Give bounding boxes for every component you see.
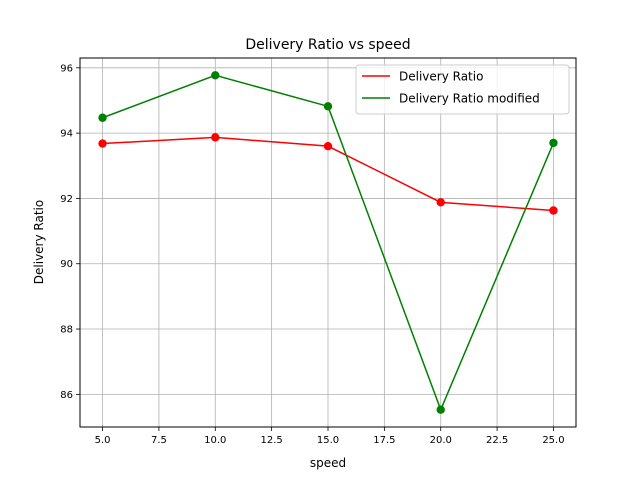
x-tick-label: 25.0 <box>542 435 564 446</box>
series-1-point <box>549 206 558 215</box>
y-axis-label: Delivery Ratio <box>32 200 46 284</box>
ticks: 5.0 7.5 10.0 12.5 15.0 17.5 20.0 22.5 25.0 86 88 90… <box>60 63 564 446</box>
x-axis-label: speed <box>310 456 346 470</box>
series-2-point <box>549 138 558 148</box>
y-tick-label: 94 <box>60 129 73 140</box>
y-tick-label: 92 <box>60 194 73 205</box>
legend-label-1: Delivery Ratio <box>399 70 483 84</box>
series-1-point <box>211 133 220 142</box>
x-tick-label: 20.0 <box>430 435 452 446</box>
y-tick-label: 96 <box>60 63 73 74</box>
x-tick-label: 7.5 <box>151 435 167 446</box>
series-layer <box>98 71 558 414</box>
y-tick-label: 88 <box>60 325 73 336</box>
y-tick-label: 90 <box>60 259 73 270</box>
x-tick-label: 17.5 <box>373 435 395 446</box>
grid <box>80 58 576 427</box>
legend: Delivery Ratio Delivery Ratio modified <box>355 64 570 115</box>
y-tick-label: 86 <box>60 390 73 401</box>
x-tick-label: 15.0 <box>317 435 339 446</box>
series-1-point <box>436 198 445 207</box>
x-tick-label: 12.5 <box>261 435 283 446</box>
series-1-point <box>98 139 107 148</box>
series-2-point <box>98 113 107 122</box>
series-2-point <box>323 102 333 111</box>
series-2-point <box>436 405 445 414</box>
x-tick-label: 22.5 <box>486 435 508 446</box>
x-tick-label: 10.0 <box>204 435 226 446</box>
legend-label-2: Delivery Ratio modified <box>399 92 540 106</box>
x-tick-label: 5.0 <box>95 435 111 446</box>
series-2-point <box>211 71 220 80</box>
chart-title: Delivery Ratio vs speed <box>245 37 410 53</box>
legend-box <box>355 64 570 115</box>
series-1-point <box>323 141 333 151</box>
